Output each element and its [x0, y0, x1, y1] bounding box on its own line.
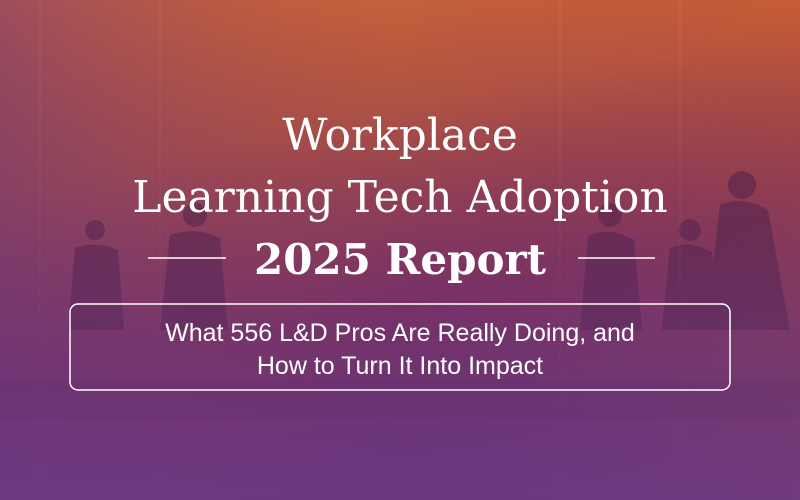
report-label: 2025 Report	[254, 235, 547, 284]
title-line: Learning Tech Adoption	[132, 172, 668, 223]
subtitle-line: What 556 L&D Pros Are Really Doing, and	[165, 319, 635, 347]
subtitle-line: How to Turn It Into Impact	[257, 352, 543, 380]
title-line: Workplace	[282, 110, 518, 161]
subtitle-box	[69, 303, 731, 391]
